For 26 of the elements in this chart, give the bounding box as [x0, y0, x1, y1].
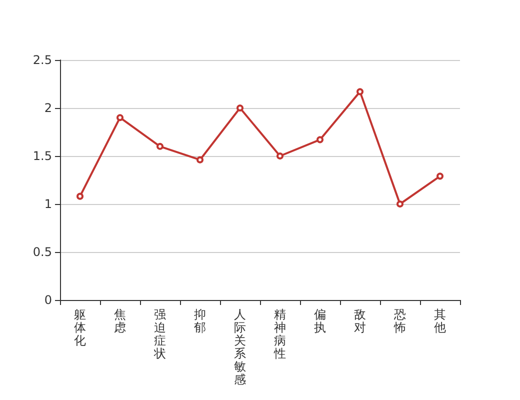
- y-tick-label: 0: [44, 293, 52, 307]
- point: [196, 156, 204, 164]
- y-tick-label: 2: [44, 101, 52, 115]
- y-tick-label: 1: [44, 197, 52, 211]
- y-tick-label: 0.5: [32, 245, 52, 259]
- y-tick-label: 1.5: [32, 149, 52, 163]
- point: [156, 142, 164, 150]
- x-tick-label: 躯体化: [74, 308, 86, 348]
- x-tick-label: 抑郁: [194, 308, 206, 334]
- x-tick-label: 焦虑: [114, 308, 126, 334]
- point: [356, 88, 364, 96]
- point: [316, 136, 324, 144]
- point: [76, 192, 84, 200]
- x-tick-label: 其他: [434, 308, 446, 334]
- point: [236, 104, 244, 112]
- x-tick-label: 偏执: [314, 308, 326, 334]
- point: [276, 152, 284, 160]
- x-tick-label: 强迫症状: [153, 308, 166, 360]
- point: [436, 172, 444, 180]
- x-tick-label: 精神病性: [273, 308, 286, 360]
- point: [116, 114, 124, 122]
- point: [396, 200, 404, 208]
- y-tick-label: 2.5: [32, 53, 52, 67]
- x-tick-label: 敌对: [354, 308, 366, 334]
- x-tick-label: 人际关系敏感: [234, 308, 246, 386]
- x-tick-label: 恐怖: [393, 308, 406, 334]
